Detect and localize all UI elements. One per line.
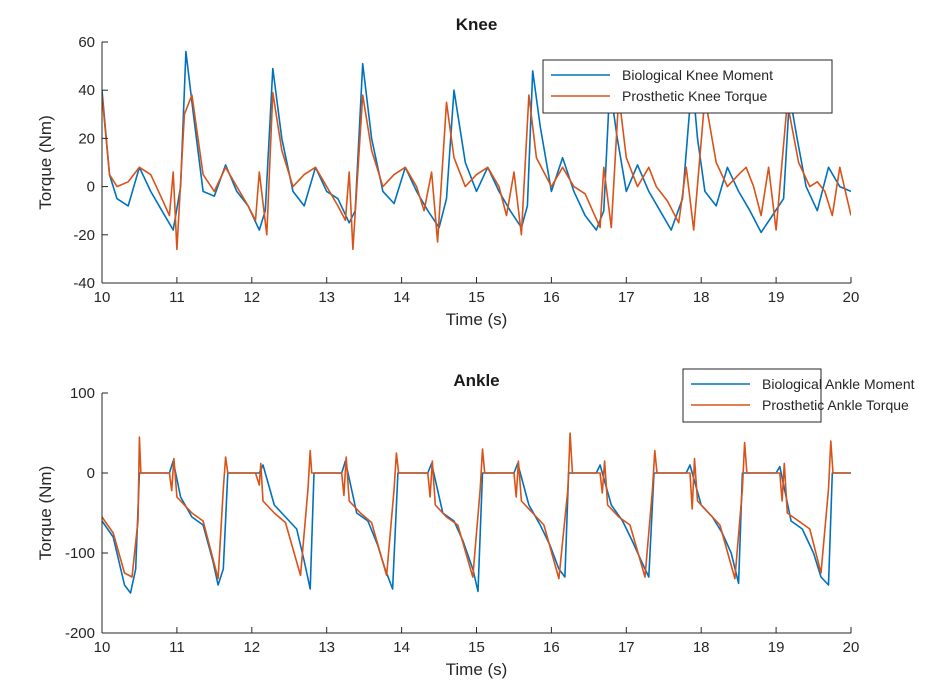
x-tick-label: 12 [243,639,260,656]
x-tick-label: 13 [318,289,335,306]
legend-entry: Biological Ankle Moment [762,376,915,392]
x-tick-label: 15 [468,639,485,656]
y-tick-label: 60 [78,34,95,51]
y-tick-label: 100 [70,385,95,402]
chart-title: Ankle [453,371,499,390]
x-tick-label: 11 [169,289,185,306]
y-tick-label: -100 [65,545,95,562]
chart-title: Knee [456,15,498,34]
x-tick-label: 12 [243,289,260,306]
y-tick-label: 40 [78,82,95,99]
legend: Biological Ankle Moment Prosthetic Ankle … [682,368,915,423]
x-tick-label: 19 [768,639,785,656]
legend-entry: Biological Knee Moment [622,67,773,83]
x-tick-label: 20 [843,639,860,656]
plot-area [102,393,851,633]
legend-box [542,59,833,114]
ankle-panel: 10 11 12 13 14 15 16 17 18 19 20 -200 -100 0 100 Ankle T… [36,368,915,679]
x-tick-label: 16 [543,289,560,306]
y-tick-label: 0 [87,465,95,482]
x-tick-label: 20 [843,289,860,306]
y-tick-label: 0 [87,179,95,196]
x-tick-label: 19 [768,289,785,306]
x-tick-label: 18 [693,639,710,656]
x-tick-label: 10 [94,289,111,306]
legend-entry: Prosthetic Ankle Torque [762,397,909,413]
x-tick-label: 17 [618,289,635,306]
legend-box [682,368,822,423]
x-tick-label: 11 [169,639,185,656]
x-axis-label: Time (s) [446,310,508,329]
knee-panel: 10 11 12 13 14 15 16 17 18 19 20 -40 -20 0 20 40 60 Knee T… [36,15,859,329]
y-axis-label: Torque (Nm) [36,466,55,560]
x-tick-label: 16 [543,639,560,656]
y-tick-label: -40 [73,275,95,292]
y-tick-label: -20 [73,227,95,244]
x-tick-label: 18 [693,289,710,306]
series-line-prosthetic [102,432,851,580]
x-axis-label: Time (s) [446,660,508,679]
y-tick-label: -200 [65,625,95,642]
y-tick-label: 20 [78,130,95,147]
x-tick-label: 17 [618,639,635,656]
x-tick-label: 13 [318,639,335,656]
series-line-prosthetic [102,91,851,251]
x-tick-label: 14 [393,289,410,306]
legend: Biological Knee Moment Prosthetic Knee To… [542,59,833,114]
x-tick-label: 14 [393,639,410,656]
x-tick-label: 10 [94,639,111,656]
x-tick-label: 15 [468,289,485,306]
y-axis-label: Torque (Nm) [36,115,55,209]
legend-entry: Prosthetic Knee Torque [622,88,767,104]
